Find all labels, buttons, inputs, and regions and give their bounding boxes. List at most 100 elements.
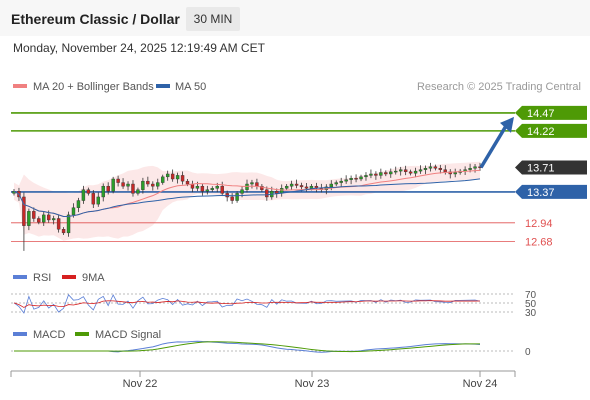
candle-body <box>473 166 477 169</box>
candle-body <box>210 188 214 190</box>
candle-body <box>403 169 408 173</box>
rsi-tick-70: 70 <box>525 290 537 301</box>
candle-body <box>364 175 368 178</box>
macd-signal-legend-swatch <box>75 332 89 336</box>
macd-tick-0: 0 <box>525 347 531 358</box>
chart-header: Ethereum Classic / Dollar 30 MIN <box>0 0 590 36</box>
candle-body <box>329 183 333 188</box>
candle-body <box>428 166 433 169</box>
candle-body <box>165 173 170 178</box>
candle-body <box>151 183 155 187</box>
candle-body <box>453 172 457 175</box>
candle-body <box>66 214 71 234</box>
x-tick-label-nov23: Nov 23 <box>295 378 330 390</box>
candle-body <box>37 218 41 223</box>
candle-body <box>334 182 338 185</box>
rsi-legend-label: RSI <box>33 272 51 284</box>
candle-body <box>265 189 269 198</box>
candle-body <box>433 166 438 169</box>
candle-body <box>32 211 36 219</box>
candle-body <box>71 207 76 216</box>
candle-body <box>354 178 358 180</box>
candle-body <box>344 179 348 182</box>
candle-body <box>260 185 264 190</box>
candle-body <box>230 196 234 201</box>
candle-body <box>389 171 393 175</box>
level-tag-13.37-text: 13.37 <box>527 187 555 199</box>
level-tag-14.47-text: 14.47 <box>527 108 555 120</box>
candle-body <box>250 182 254 185</box>
instrument-title: Ethereum Classic / Dollar <box>11 11 180 27</box>
rsi-tick-50: 50 <box>525 299 537 310</box>
candle-body <box>200 185 205 192</box>
candle-body <box>220 185 224 194</box>
candle-body <box>339 180 343 183</box>
candle-body <box>408 171 413 174</box>
candle-body <box>418 169 423 172</box>
candle-body <box>126 183 130 187</box>
credit-label: Research © 2025 Trading Central <box>417 81 581 93</box>
candle-body <box>374 173 378 176</box>
candle-body <box>146 180 150 185</box>
level-tags: 14.47 14.22 13.37 12.94 12.68 13.71 <box>515 105 587 248</box>
candle-body <box>275 191 279 194</box>
rsi-ma-legend-label: 9MA <box>82 272 105 284</box>
macd-signal-line <box>14 341 481 353</box>
candle-body <box>86 189 91 194</box>
candle-body <box>47 214 51 221</box>
level-tag-12.94-text: 12.94 <box>525 218 553 230</box>
candle-body <box>91 193 96 205</box>
rsi-line <box>13 294 481 314</box>
ma50-legend-label: MA 50 <box>175 81 206 93</box>
candle-body <box>185 180 190 185</box>
level-tag-13.37-bg <box>515 184 587 199</box>
candle-body <box>22 196 26 226</box>
level-tag-12.68-text: 12.68 <box>525 236 553 248</box>
candle-body <box>438 168 443 170</box>
forecast-arrow-head <box>500 116 514 133</box>
candle-body <box>398 169 403 172</box>
candle-body <box>141 180 145 190</box>
chart-datetime: Monday, November 24, 2025 12:19:49 AM CE… <box>13 41 265 55</box>
candle-body <box>359 176 363 180</box>
candle-body <box>215 185 219 189</box>
candle-body <box>156 182 160 187</box>
candle-body <box>349 178 353 180</box>
candle-body <box>443 169 447 173</box>
rsi-legend-swatch <box>13 275 27 279</box>
candle-body <box>161 176 165 183</box>
rsi-ma-line <box>13 300 481 308</box>
x-tick-label-nov22: Nov 22 <box>123 378 158 390</box>
x-tick-label-nov24: Nov 24 <box>463 378 498 390</box>
candle-body <box>56 218 61 230</box>
forecast-arrow-shaft <box>479 125 508 169</box>
candle-body <box>121 182 125 187</box>
level-tag-14.47-bg <box>515 105 587 120</box>
candle-body <box>136 189 140 194</box>
macd-legend-label: MACD <box>33 329 65 341</box>
macd-legend-swatch <box>13 332 27 336</box>
candle-body <box>116 178 120 183</box>
moving-averages <box>13 169 481 217</box>
candle-body <box>27 211 31 226</box>
candle-body <box>205 189 210 192</box>
timeframe-badge[interactable]: 30 MIN <box>186 7 240 31</box>
candle-body <box>384 172 388 175</box>
candle-body <box>294 183 299 186</box>
candle-body <box>468 168 472 170</box>
candle-body <box>299 185 304 188</box>
level-tag-14.22-bg <box>515 123 587 138</box>
candle-body <box>255 182 259 187</box>
level-tag-14.22-text: 14.22 <box>527 126 555 138</box>
bollinger-bands <box>14 161 480 241</box>
candle-body <box>284 185 289 189</box>
candle-body <box>61 229 66 234</box>
candle-body <box>42 214 46 223</box>
candle-body <box>379 172 383 176</box>
candle-body <box>180 175 185 182</box>
macd-signal-legend-label: MACD Signal <box>95 329 161 341</box>
macd-lines <box>14 340 481 353</box>
candle-body <box>195 185 200 189</box>
price-levels <box>11 112 515 242</box>
candle-body <box>170 173 175 180</box>
